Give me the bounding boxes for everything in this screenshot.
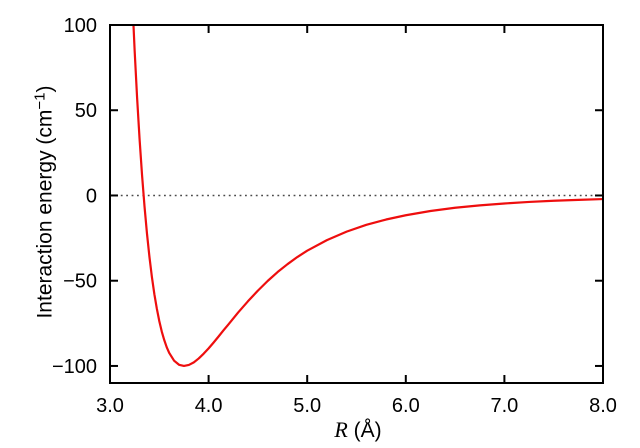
y-axis-title: Interaction energy (cm−1) (31, 85, 57, 319)
curve-interaction-energy-curve (132, 25, 603, 368)
y-tick-label: 50 (75, 100, 97, 122)
x-tick-label: 5.0 (293, 395, 321, 417)
y-axis-title-suffix: ) (33, 85, 57, 93)
y-tick-label: −100 (52, 356, 97, 378)
x-tick-label: 4.0 (195, 395, 223, 417)
x-tick-label: 3.0 (96, 395, 124, 417)
x-axis-title-symbol: R (334, 417, 348, 442)
y-tick-label: 100 (64, 15, 97, 37)
x-axis-title: R (Å) (334, 417, 382, 442)
y-axis-title-superscript: −1 (31, 92, 49, 110)
x-tick-label: 7.0 (490, 395, 518, 417)
x-tick-label: 6.0 (392, 395, 420, 417)
y-tick-label: −50 (63, 271, 97, 293)
x-axis-title-units: (Å) (347, 419, 382, 442)
y-axis-title-text: Interaction energy (cm (33, 109, 57, 319)
y-tick-label: 0 (86, 185, 97, 207)
plot-frame (109, 24, 604, 384)
x-tick-label: 8.0 (589, 395, 617, 417)
